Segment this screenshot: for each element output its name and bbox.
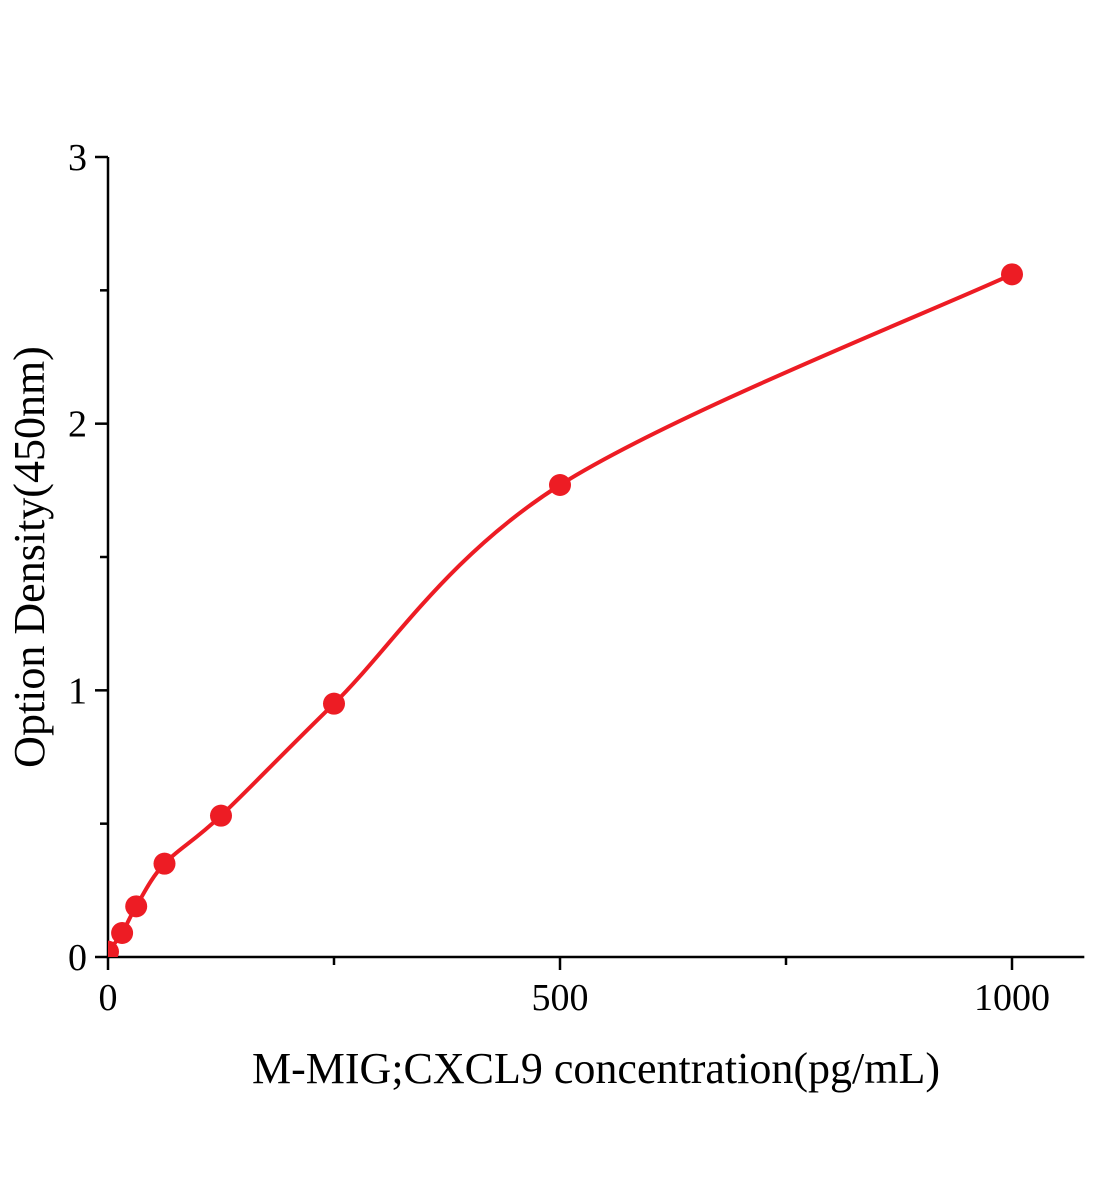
y-tick-label: 3 bbox=[68, 137, 87, 179]
x-tick-label: 0 bbox=[99, 977, 118, 1019]
y-tick-label: 2 bbox=[68, 404, 87, 446]
data-point bbox=[108, 940, 119, 957]
data-point bbox=[1001, 263, 1023, 286]
y-tick-label: 1 bbox=[68, 670, 87, 712]
fitted-curve bbox=[108, 272, 1014, 954]
data-point bbox=[153, 852, 176, 875]
x-axis-title: M-MIG;CXCL9 concentration(pg/mL) bbox=[252, 1044, 940, 1093]
data-point bbox=[111, 922, 134, 944]
y-axis-title: Option Density(450nm) bbox=[5, 346, 54, 768]
data-point bbox=[125, 895, 148, 918]
y-tick-label: 0 bbox=[68, 937, 87, 979]
axes bbox=[95, 155, 1085, 970]
data-point bbox=[210, 804, 232, 827]
plotted-data bbox=[108, 263, 1023, 957]
data-point bbox=[323, 692, 345, 715]
data-point bbox=[549, 474, 571, 496]
tick-labels: 0 500 1000 0 1 2 3 bbox=[68, 137, 1050, 1019]
x-tick-label: 1000 bbox=[974, 977, 1050, 1019]
x-tick-label: 500 bbox=[532, 977, 589, 1019]
